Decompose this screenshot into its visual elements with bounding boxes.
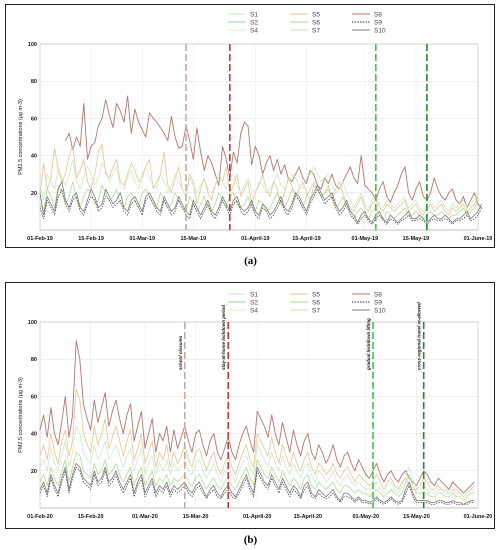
y-tick-label: 80 (31, 357, 37, 363)
x-tick-label: 01-May-19 (352, 236, 379, 242)
x-tick-label: 15-Feb-20 (78, 514, 104, 520)
y-tick-label: 80 (31, 79, 37, 85)
y-tick-label: 60 (31, 116, 37, 122)
panel-a-caption: (a) (244, 255, 257, 267)
legend-label-s8: S8 (374, 12, 382, 19)
legend-label-s6: S6 (312, 20, 320, 27)
x-tick-label: 01-June-20 (464, 514, 493, 520)
legend-label-s1: S1 (250, 292, 258, 299)
event-annotation: stay-at-home lockdown period (221, 305, 226, 370)
x-tick-label: 01-Mar-20 (132, 514, 158, 520)
x-tick-label: 01-June-19 (464, 236, 493, 242)
series-line-s1 (39, 425, 475, 498)
y-axis-label: PM2.5 concentrations (μg m-3) (18, 99, 24, 175)
y-tick-label: 40 (31, 154, 37, 160)
x-tick-label: 15-Mar-19 (180, 236, 206, 242)
series-line-s6 (39, 181, 479, 220)
legend-label-s8: S8 (374, 292, 382, 299)
x-tick-label: 15-April-19 (292, 236, 320, 242)
y-tick-label: 60 (31, 394, 37, 400)
legend-label-s4: S4 (250, 28, 258, 35)
x-tick-label: 01-May-20 (352, 514, 379, 520)
x-tick-label: 15-May-20 (403, 514, 430, 520)
y-tick-label: 40 (31, 432, 37, 438)
x-tick-label: 01-Feb-20 (27, 514, 53, 520)
series-line-s5 (39, 143, 479, 216)
series-line-s9 (39, 188, 482, 225)
legend-label-s10: S10 (374, 308, 386, 315)
legend-label-s5: S5 (312, 292, 320, 299)
x-tick-label: 01-Feb-19 (27, 236, 53, 242)
panel-b-frame (5, 282, 495, 529)
legend-label-s4: S4 (250, 308, 258, 315)
event-annotation: gradual lockdown lifting (366, 318, 371, 371)
x-tick-label: 01-April-19 (241, 236, 269, 242)
x-tick-label: 15-April-20 (294, 514, 322, 520)
x-tick-label: 15-May-19 (403, 236, 430, 242)
panel-b-caption: (b) (243, 534, 258, 546)
series-line-s9 (39, 466, 475, 505)
legend-label-s9: S9 (374, 20, 382, 27)
series-line-s10 (39, 462, 475, 505)
x-tick-label: 15-Mar-20 (183, 514, 209, 520)
y-tick-label: 20 (31, 469, 37, 475)
legend-label-s7: S7 (312, 308, 320, 315)
series-line-s8 (65, 95, 482, 209)
legend-label-s9: S9 (374, 300, 382, 307)
x-tick-label: 01-Mar-19 (129, 236, 155, 242)
series-line-s8 (39, 340, 475, 494)
y-tick-label: 20 (31, 191, 37, 197)
legend-label-s2: S2 (250, 300, 258, 307)
x-tick-label: 15-Feb-19 (78, 236, 104, 242)
y-tick-label: 100 (28, 42, 37, 48)
series-line-s6 (39, 451, 475, 501)
event-annotation: school closures (178, 335, 183, 370)
legend-label-s6: S6 (312, 300, 320, 307)
event-annotation: cross-regional travel re-allowed (417, 302, 422, 370)
y-axis-label: PM2.5 concentrations (μg m-3) (18, 377, 24, 453)
legend-label-s10: S10 (374, 28, 386, 35)
legend-label-s2: S2 (250, 20, 258, 27)
series-line-s5 (39, 388, 475, 498)
y-tick-label: 100 (28, 320, 37, 326)
series-line-s1 (39, 158, 479, 212)
legend-label-s1: S1 (250, 12, 258, 19)
legend-label-s7: S7 (312, 28, 320, 35)
legend-label-s5: S5 (312, 12, 320, 19)
plot-area-a (39, 43, 479, 231)
x-tick-label: 01-April-20 (243, 514, 271, 520)
series-line-s10 (39, 181, 482, 224)
